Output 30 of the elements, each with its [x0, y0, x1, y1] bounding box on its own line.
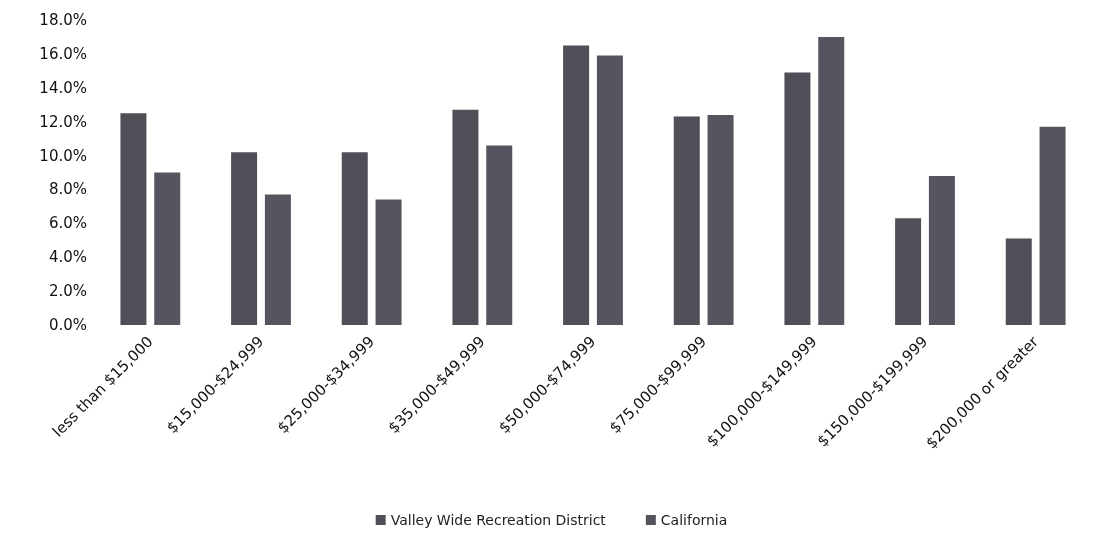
bar: [231, 152, 258, 325]
bar: [452, 109, 479, 325]
bar: [1005, 238, 1032, 325]
y-tick-label: 18.0%: [39, 11, 87, 29]
y-tick-label: 0.0%: [48, 316, 87, 334]
bar: [596, 55, 623, 325]
bar: [486, 145, 513, 325]
bar: [264, 194, 291, 325]
bar: [818, 36, 845, 325]
bar: [154, 172, 181, 325]
y-tick-label: 6.0%: [48, 214, 87, 233]
bar: [375, 199, 402, 325]
y-tick-label: 8.0%: [48, 180, 87, 199]
y-tick-label: 10.0%: [39, 146, 87, 165]
legend-label: California: [660, 512, 728, 528]
y-tick-label: 12.0%: [39, 112, 87, 131]
bar: [707, 114, 734, 325]
bar: [784, 72, 811, 325]
bar: [928, 175, 955, 325]
y-tick-label: 16.0%: [39, 44, 87, 63]
bar: [120, 113, 147, 325]
legend-label: Valley Wide Recreation District: [390, 512, 607, 528]
y-tick-label: 2.0%: [48, 282, 87, 301]
y-tick-label: 14.0%: [39, 78, 87, 97]
bar: [895, 218, 922, 325]
bar: [563, 45, 590, 325]
bar: [673, 116, 700, 325]
bar: [341, 152, 368, 325]
bar: [1039, 126, 1066, 325]
y-tick-label: 4.0%: [48, 248, 87, 267]
